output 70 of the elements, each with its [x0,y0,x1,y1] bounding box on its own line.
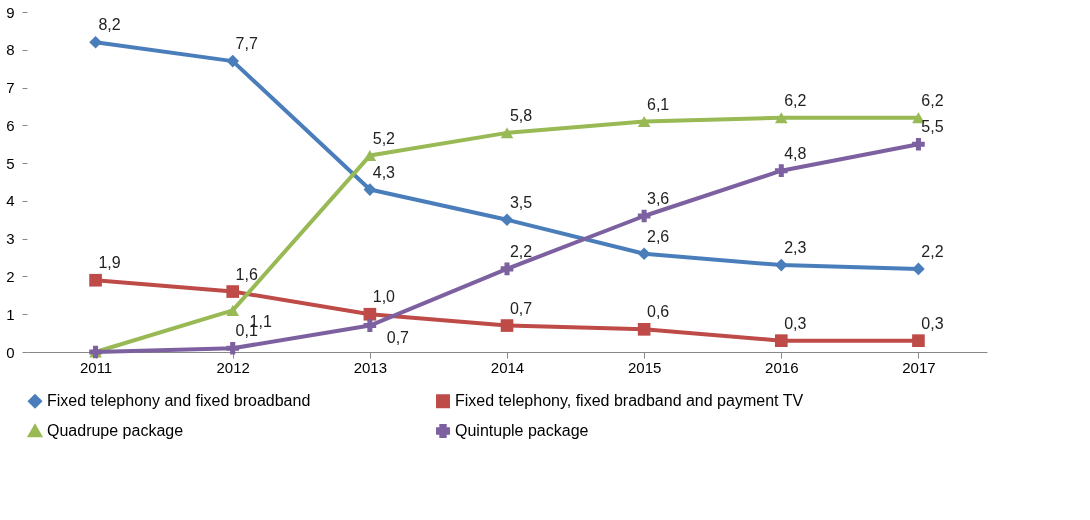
data-label: 2,2 [921,242,944,260]
data-label: 3,6 [647,190,670,207]
point [226,285,240,298]
data-label: 7,7 [235,35,258,53]
point [500,319,514,332]
point [637,116,651,128]
point [363,319,377,332]
point [774,258,788,272]
data-label: 8,2 [98,16,121,34]
point [774,112,788,124]
point [637,247,651,261]
point [912,137,925,151]
data-label: 0,3 [921,314,944,332]
legend-label: Fixed telephony, fixed bradband and payment TV [455,392,804,410]
x-tick-label: 2015 [627,358,662,376]
y-tick-label: 7 [6,79,15,97]
y-tick-label: 9 [6,3,15,21]
data-label: 0,7 [386,328,410,346]
data-label: 0,7 [509,299,533,317]
data-label: 6,2 [921,91,944,109]
point [637,209,651,223]
point [637,323,651,336]
x-tick-label: 2013 [353,358,388,376]
x-tick-label: 2016 [765,358,799,376]
data-label: 6,1 [647,95,670,113]
data-label: 5,2 [372,129,396,147]
point [363,150,377,162]
point [363,183,377,196]
data-label: 0,3 [784,314,807,332]
y-tick-label: 8 [6,41,15,59]
data-label: 2,6 [647,227,670,245]
x-tick-label: 2017 [902,358,936,376]
y-tick-label: 4 [6,192,15,210]
point [500,213,514,227]
y-tick-label: 3 [6,230,15,248]
point [774,334,788,347]
x-tick-label: 2012 [216,358,250,376]
data-label: 1,0 [372,288,396,306]
data-label: 6,2 [784,91,807,109]
data-label: 0,6 [647,303,670,321]
y-tick-label: 0 [6,343,15,361]
point [89,273,102,287]
x-tick-label: 2011 [79,358,113,376]
data-label: 4,3 [372,163,396,181]
point [226,341,240,355]
legend-label: Quadrupe package [47,422,184,439]
point [89,35,102,49]
data-label: 2,2 [509,242,533,260]
data-label: 4,8 [784,144,807,162]
x-tick-label: 2014 [490,358,525,376]
y-tick-label: 2 [6,267,15,285]
data-label: 3,5 [509,193,533,211]
data-label: 1,6 [235,265,258,283]
point [912,262,925,276]
point [226,54,240,68]
point [226,304,240,316]
y-tick-label: 5 [6,154,15,172]
point [363,307,377,321]
data-label: 1,9 [98,254,121,272]
y-tick-label: 6 [6,116,15,134]
point [500,262,514,276]
legend-label: Quintuple package [455,422,589,439]
data-label: 5,5 [921,118,944,136]
point [500,127,514,139]
point [774,164,788,177]
data-label: 5,8 [509,106,533,124]
point [912,334,925,347]
y-tick-label: 1 [6,305,15,323]
data-label: 2,3 [784,239,807,257]
legend-label: Fixed telephony and fixed broadband [47,392,311,410]
